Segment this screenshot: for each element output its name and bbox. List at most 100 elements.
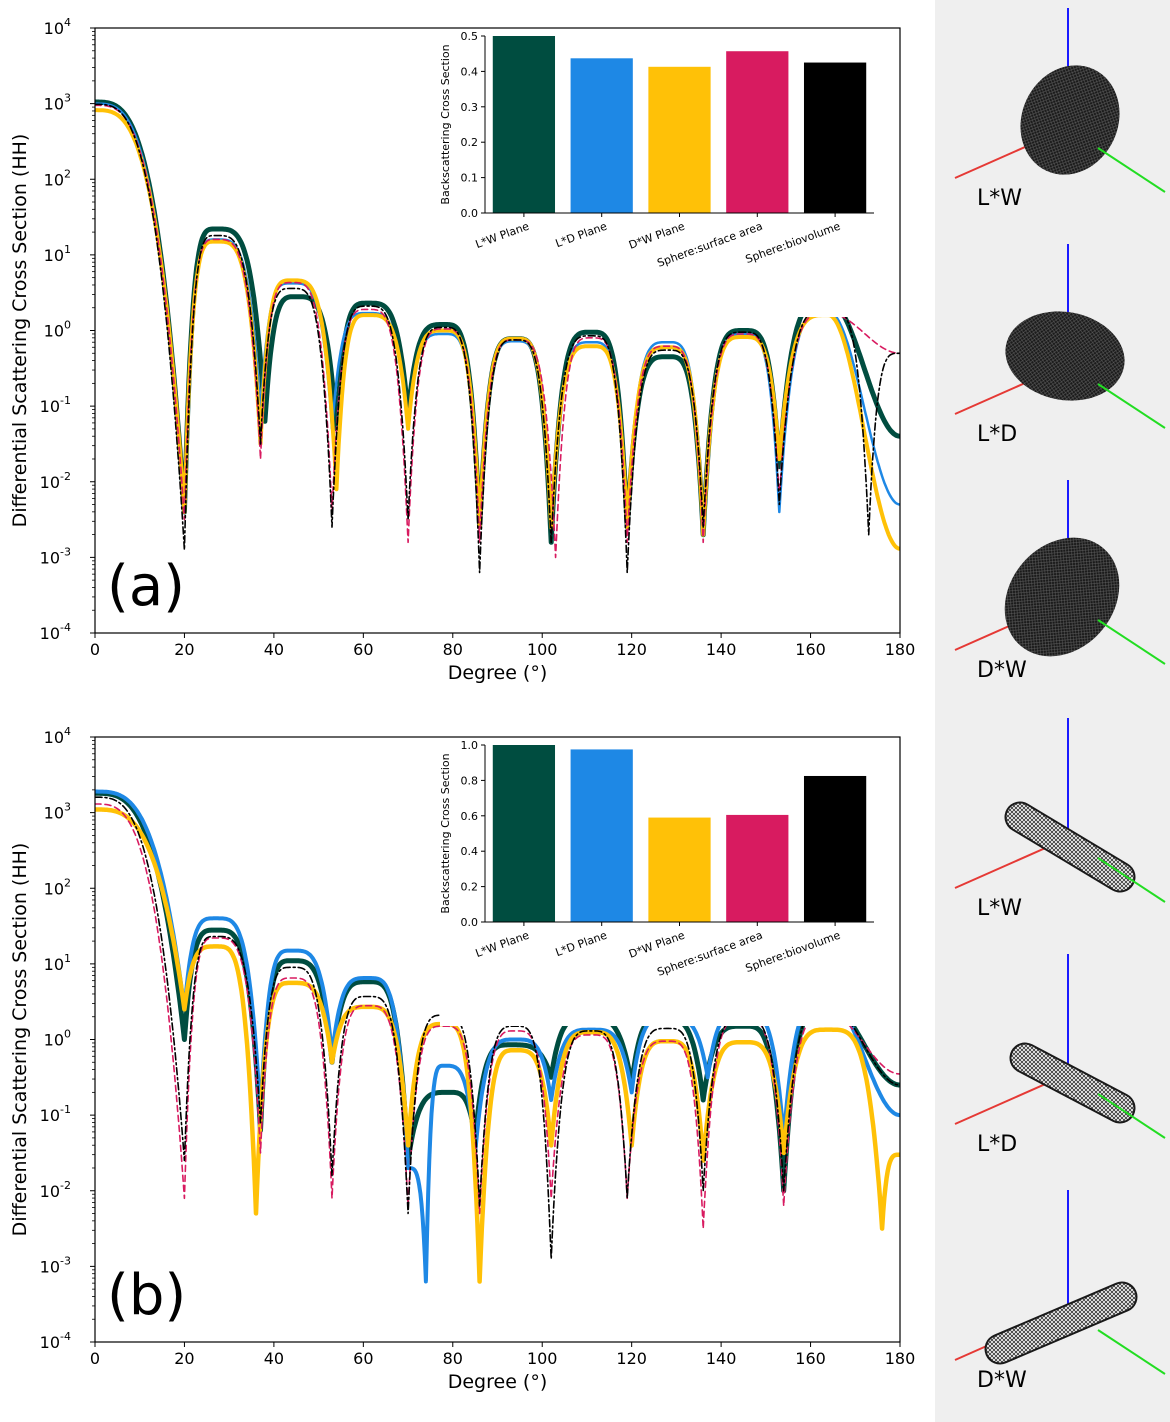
- y-tick-label: 104: [44, 725, 71, 747]
- y-axis-line: [1097, 1329, 1166, 1375]
- series-line-sphere-biovolume: [95, 103, 900, 574]
- shape-panel-2: L*D: [954, 244, 1166, 447]
- inset-y-tick-label: 0.2: [461, 136, 479, 149]
- y-axis-line: [1097, 383, 1166, 429]
- shape-panel-1: L*W: [954, 8, 1166, 211]
- series-group: [95, 99, 900, 574]
- inset-bar-sphere-surface-area: [726, 814, 789, 922]
- inset-bar-l-w-plane: [492, 745, 556, 922]
- y-axis-line: [1097, 619, 1166, 665]
- line-chart-b: 0 20 40 60 80 100 120 140 160 180 104 103 102 101 100 1…: [9, 725, 915, 1393]
- shape-panel-column: [935, 0, 1170, 1422]
- x-tick-label: 140: [706, 640, 737, 659]
- inset-bar-chart: L*W Plane L*D Plane D*W PlaneSphere:surfac…: [439, 30, 879, 317]
- inset-y-axis-label: Backscattering Cross Section: [439, 753, 452, 913]
- x-tick-label: 160: [795, 640, 826, 659]
- y-tick-label: 10-2: [40, 470, 71, 492]
- inset-bar-sphere-surface-area: [726, 51, 789, 213]
- y-tick-label: 10-4: [40, 621, 71, 643]
- inset-bar-l-w-plane: [492, 36, 556, 213]
- x-tick-label: 140: [706, 1349, 737, 1368]
- y-tick-label: 101: [44, 243, 71, 265]
- y-axis-label: Differential Scattering Cross Section (H…: [9, 843, 31, 1237]
- x-axis-label: Degree (°): [448, 1371, 548, 1393]
- x-tick-label: 20: [174, 1349, 194, 1368]
- inset-bar-d-w-plane: [648, 66, 711, 213]
- x-tick-label: 40: [264, 1349, 284, 1368]
- inset-y-tick-label: 0.0: [461, 207, 479, 220]
- x-tick-label: 60: [353, 640, 373, 659]
- series-line-d-w-plane: [95, 807, 900, 1284]
- shape-label: L*W: [977, 186, 1022, 211]
- ovoid-mesh-shape: [1004, 537, 1120, 657]
- rod-mesh-shape: [986, 1283, 1136, 1363]
- rod-mesh-shape: [1006, 803, 1134, 891]
- rod-mesh-shape: [1011, 1044, 1134, 1122]
- line-chart-a: 0 20 40 60 80 100 120 140 160 180 104 103 102 101 100 1…: [9, 16, 915, 684]
- panel-label: (a): [107, 554, 185, 619]
- y-tick-label: 101: [44, 952, 71, 974]
- inset-y-tick-label: 0.4: [461, 845, 479, 858]
- x-tick-label: 0: [90, 640, 100, 659]
- shape-renderings: L*W L*D D*W L*W L*D D*W: [954, 8, 1166, 1393]
- shape-panel-4: L*W: [954, 718, 1166, 921]
- inset-y-tick-label: 0.6: [461, 810, 479, 823]
- inset-y-tick-label: 0.3: [461, 101, 479, 114]
- shape-label: D*W: [977, 658, 1027, 683]
- inset-bar-chart: L*W Plane L*D Plane D*W PlaneSphere:surfac…: [439, 739, 879, 1026]
- y-tick-label: 10-3: [40, 545, 71, 567]
- shape-panel-6: D*W: [954, 1190, 1166, 1393]
- y-tick-label: 103: [44, 801, 71, 823]
- y-tick-label: 100: [44, 1028, 71, 1050]
- y-tick-label: 102: [44, 876, 71, 898]
- y-tick-label: 10-3: [40, 1254, 71, 1276]
- x-tick-label: 180: [885, 1349, 916, 1368]
- x-tick-label: 80: [443, 640, 463, 659]
- shape-label: L*W: [977, 896, 1022, 921]
- y-tick-label: 102: [44, 167, 71, 189]
- x-tick-label: 100: [527, 640, 558, 659]
- series-line-sphere-biovolume: [95, 796, 900, 1260]
- inset-bar-sphere-biovolume: [803, 62, 867, 213]
- x-tick-label: 0: [90, 1349, 100, 1368]
- x-tick-label: 120: [616, 1349, 647, 1368]
- y-tick-label: 103: [44, 92, 71, 114]
- shape-label: D*W: [977, 1368, 1027, 1393]
- shape-label: L*D: [977, 422, 1017, 447]
- inset-y-tick-label: 1.0: [461, 739, 479, 752]
- y-axis-line: [1097, 147, 1166, 193]
- inset-y-tick-label: 0.8: [461, 774, 479, 787]
- x-tick-label: 100: [527, 1349, 558, 1368]
- y-axis-label: Differential Scattering Cross Section (H…: [9, 134, 31, 528]
- inset-bar-d-w-plane: [648, 817, 711, 922]
- ovoid-mesh-shape: [1020, 65, 1120, 175]
- inset-y-tick-label: 0.5: [461, 30, 479, 43]
- inset-y-tick-label: 0.2: [461, 881, 479, 894]
- x-tick-label: 120: [616, 640, 647, 659]
- inset-bar-l-d-plane: [570, 58, 633, 213]
- inset-y-tick-label: 0.4: [461, 65, 479, 78]
- inset-bar-sphere-biovolume: [803, 775, 867, 922]
- y-tick-label: 10-4: [40, 1330, 71, 1352]
- y-tick-label: 10-1: [40, 1103, 71, 1125]
- y-tick-label: 10-2: [40, 1179, 71, 1201]
- shape-panel-5: L*D: [954, 954, 1166, 1157]
- x-axis-label: Degree (°): [448, 662, 548, 684]
- x-tick-label: 20: [174, 640, 194, 659]
- inset-bar-l-d-plane: [570, 749, 633, 922]
- shape-label: L*D: [977, 1132, 1017, 1157]
- x-tick-label: 180: [885, 640, 916, 659]
- inset-y-axis-label: Backscattering Cross Section: [439, 44, 452, 204]
- y-tick-label: 10-1: [40, 394, 71, 416]
- x-tick-label: 40: [264, 640, 284, 659]
- x-tick-label: 80: [443, 1349, 463, 1368]
- y-axis-line: [1097, 1093, 1166, 1139]
- y-tick-label: 100: [44, 319, 71, 341]
- x-tick-label: 60: [353, 1349, 373, 1368]
- inset-y-tick-label: 0.1: [461, 172, 479, 185]
- shape-panel-3: D*W: [954, 480, 1166, 683]
- panel-label: (b): [107, 1263, 186, 1328]
- x-tick-label: 160: [795, 1349, 826, 1368]
- y-axis-line: [1097, 857, 1166, 903]
